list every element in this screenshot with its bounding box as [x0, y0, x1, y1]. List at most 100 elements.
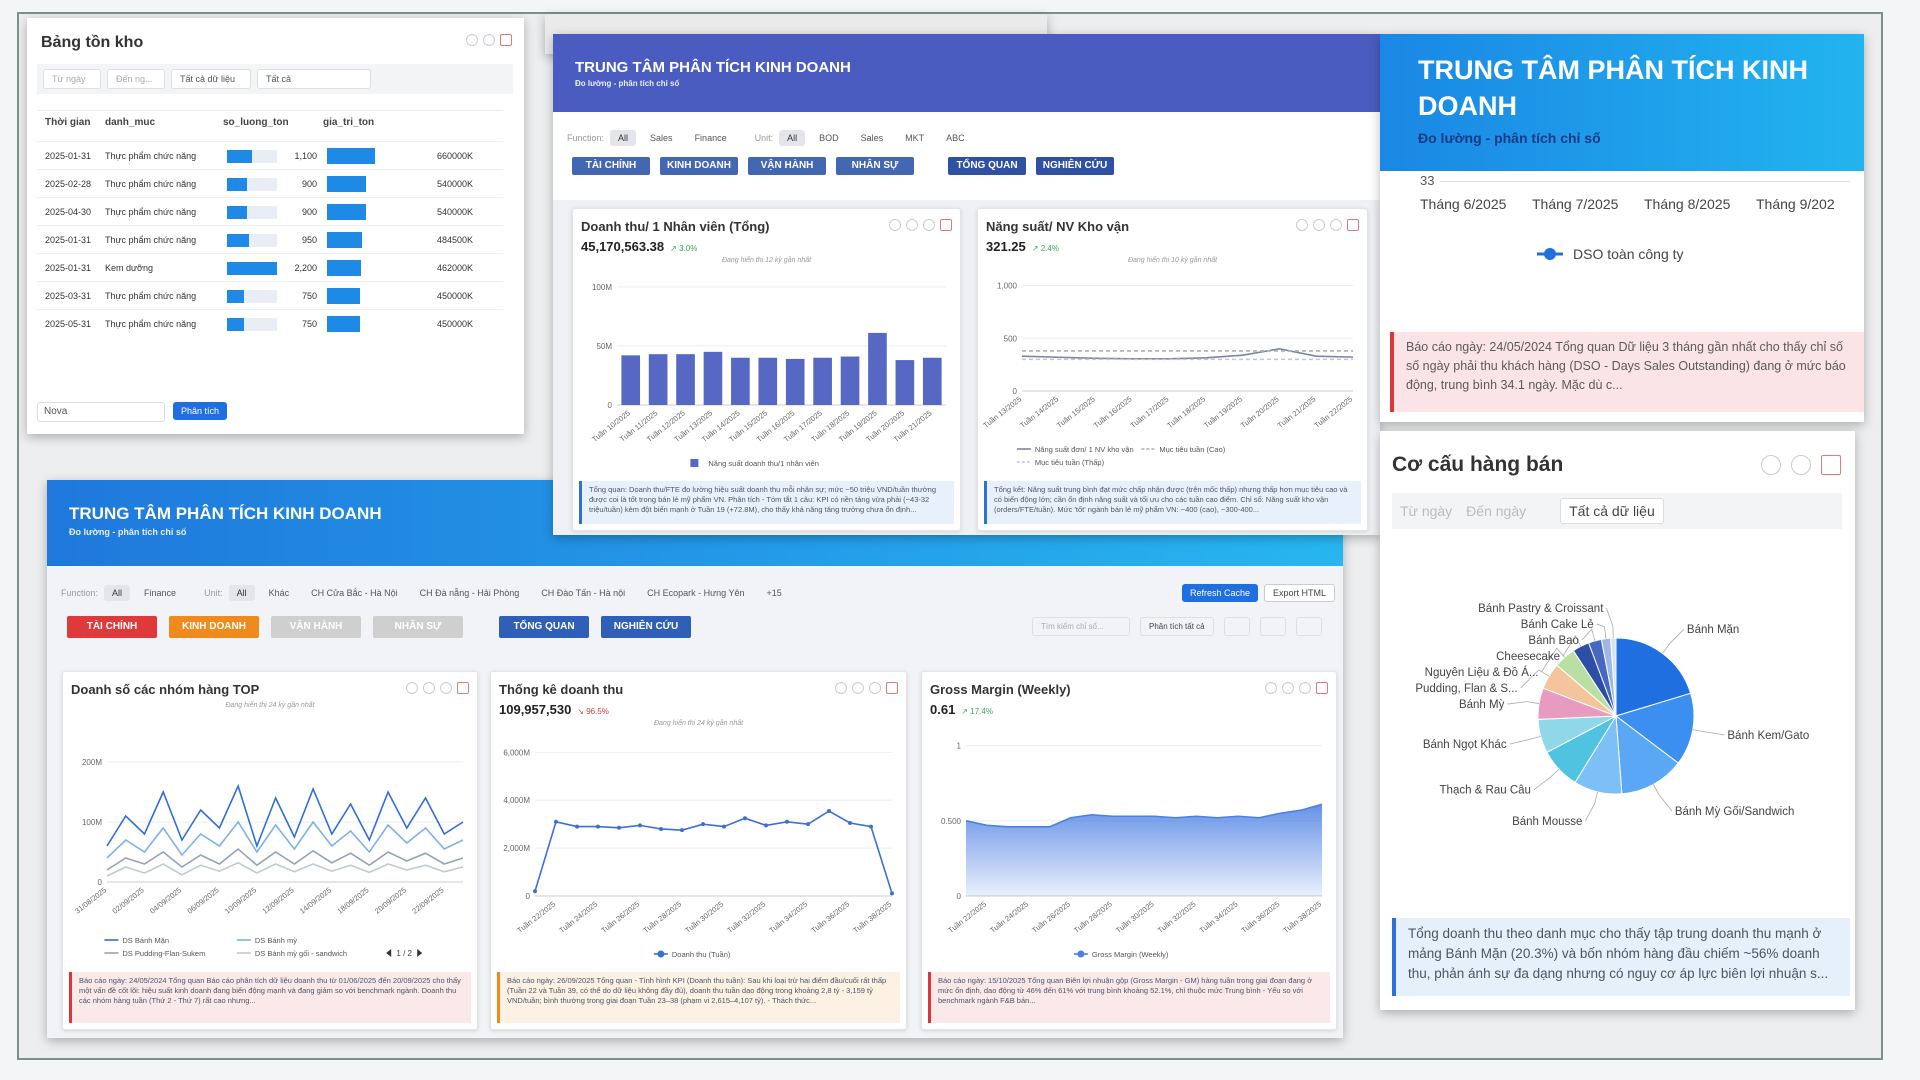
icon-button[interactable] [457, 682, 469, 694]
tab[interactable]: NGHIÊN CỨU [1036, 157, 1114, 175]
icon-button[interactable] [1313, 219, 1325, 231]
filter-chip[interactable]: Sales [860, 133, 884, 143]
slice-label: Bánh Mousse [1512, 816, 1582, 828]
filter-input[interactable]: Tất cả [257, 69, 371, 89]
point [848, 820, 852, 825]
filter-input[interactable]: Tất cả dữ liệu [171, 69, 251, 89]
filter-chip[interactable]: All [779, 130, 806, 146]
icon-button[interactable] [852, 682, 864, 694]
tab[interactable]: VẬN HÀNH [748, 157, 826, 175]
icon-button[interactable] [886, 682, 898, 694]
filter-chip[interactable]: CH Đào Tấn - Hà nội [541, 588, 626, 598]
tab[interactable]: KINH DOANH [169, 616, 259, 638]
filter-chip[interactable]: Sales [650, 133, 673, 143]
tab[interactable]: NHÂN SỰ [373, 616, 463, 638]
point [575, 824, 579, 829]
filter-chip[interactable]: Finance [144, 588, 177, 598]
value-bar [327, 316, 360, 332]
action-button[interactable]: Export HTML [1263, 584, 1335, 602]
icon-button[interactable] [1259, 617, 1286, 636]
leader-line [1581, 628, 1596, 642]
chart-card: Gross Margin (Weekly) 0.61 17.4% 0 0.500 1 Tuầ… [921, 671, 1337, 1030]
filter-chip[interactable]: BOD [819, 133, 839, 143]
x-tick-label: 22/09/2025 [410, 885, 445, 915]
filter-label: Function: [61, 588, 99, 598]
filter-chip[interactable]: CH Cửa Bắc - Hà Nội [311, 588, 398, 598]
tab[interactable]: KINH DOANH [660, 157, 738, 175]
point [680, 828, 684, 833]
icon-button[interactable] [1299, 682, 1311, 694]
header-subtitle: Đo lường - phân tích chỉ số [575, 79, 680, 88]
point [722, 824, 726, 829]
icon-button[interactable] [940, 219, 952, 231]
kpi-row: 109,957,530 96.5% [499, 702, 609, 717]
icon-button[interactable] [1347, 219, 1359, 231]
tab[interactable]: TÀI CHÍNH [572, 157, 650, 175]
icon-button[interactable] [869, 682, 881, 694]
dso-panel: TRUNG TÂM PHÂN TÍCH KINH DOANH Đo lường … [1380, 34, 1864, 422]
cell: 450000K [436, 291, 473, 301]
filter-chip[interactable]: All [104, 585, 131, 601]
action-button[interactable]: Refresh Cache [1181, 584, 1258, 602]
analyze-all-button[interactable]: Phân tích tất cả [1140, 617, 1214, 636]
filter-input[interactable]: Từ ngày [1400, 503, 1453, 519]
filter-chip[interactable]: CH Đà nẵng - Hải Phòng [419, 588, 520, 598]
card-icons [406, 682, 469, 694]
filter-chip[interactable]: +15 [766, 588, 782, 598]
x-tick-label: Tuần 20/2025 [1239, 394, 1281, 429]
filter-input[interactable]: Từ ngày [43, 69, 101, 89]
filter-chip[interactable]: Finance [694, 133, 727, 143]
slice-label: Bánh Bao [1528, 635, 1579, 647]
icon-button[interactable] [906, 219, 918, 231]
cell: Thực phẩm chức năng [105, 319, 197, 329]
icon-button[interactable] [406, 682, 418, 694]
x-tick-label: Tuần 36/2025 [1240, 899, 1282, 934]
filter-chip[interactable]: CH Ecopark - Hưng Yên [647, 588, 745, 598]
icon-button[interactable] [423, 682, 435, 694]
icon-button[interactable] [1223, 617, 1250, 636]
legend-marker [1077, 950, 1085, 958]
cell: 540000K [436, 179, 473, 189]
area [966, 804, 1322, 896]
icon-button[interactable] [1316, 682, 1328, 694]
kpi-value: 45,170,563.38 [581, 239, 665, 254]
x-tick-label: 04/09/2025 [148, 885, 183, 915]
icon-button[interactable] [1330, 219, 1342, 231]
x-axis: Tháng 6/2025 Tháng 7/2025 Tháng 8/2025 Thán… [1380, 196, 1864, 216]
filter-chip[interactable]: ABC [946, 133, 965, 143]
icon-button[interactable] [923, 219, 935, 231]
legend-label: Gross Margin (Weekly) [1092, 950, 1169, 959]
filter-input[interactable]: Tất cả dữ liệu [1560, 498, 1664, 524]
icon-button[interactable] [1295, 617, 1322, 636]
filter-chip[interactable]: MKT [905, 133, 925, 143]
kpi-row: 321.25 2.4% [986, 239, 1059, 254]
tab[interactable]: VẬN HÀNH [271, 616, 361, 638]
x-tick-label: Tuần 14/2025 [1018, 394, 1060, 429]
x-tick-label: Tuần 13/2025 [981, 394, 1023, 429]
tab[interactable]: NGHIÊN CỨU [601, 616, 691, 638]
y-tick-label: 6,000M [503, 748, 530, 757]
filter-input[interactable]: Đến ng... [107, 69, 165, 89]
icon-button[interactable] [889, 219, 901, 231]
filter-chip[interactable]: Khác [268, 588, 290, 598]
icon-button[interactable] [1296, 219, 1308, 231]
tab[interactable]: TÀI CHÍNH [67, 616, 157, 638]
search-box[interactable]: Tìm kiếm chỉ số... [1032, 617, 1130, 636]
filter-input[interactable]: Đến ngày [1466, 503, 1527, 519]
legend-marker [690, 459, 699, 467]
select[interactable]: Nova [37, 402, 165, 422]
icon-button[interactable] [1282, 682, 1294, 694]
filter-chip[interactable]: All [228, 585, 255, 601]
icon-button[interactable] [1265, 682, 1277, 694]
tab[interactable]: TỔNG QUAN [948, 157, 1026, 175]
tab[interactable]: NHÂN SỰ [836, 157, 914, 175]
analyze-button[interactable]: Phân tích [173, 402, 228, 420]
y-tick-label: 50M [596, 342, 612, 351]
tab[interactable]: TỔNG QUAN [499, 616, 589, 638]
card-icons [1296, 219, 1359, 231]
icon-button[interactable] [440, 682, 452, 694]
cell: 2025-05-31 [45, 319, 92, 329]
filter-chip[interactable]: All [610, 130, 637, 146]
point [554, 819, 558, 824]
icon-button[interactable] [835, 682, 847, 694]
